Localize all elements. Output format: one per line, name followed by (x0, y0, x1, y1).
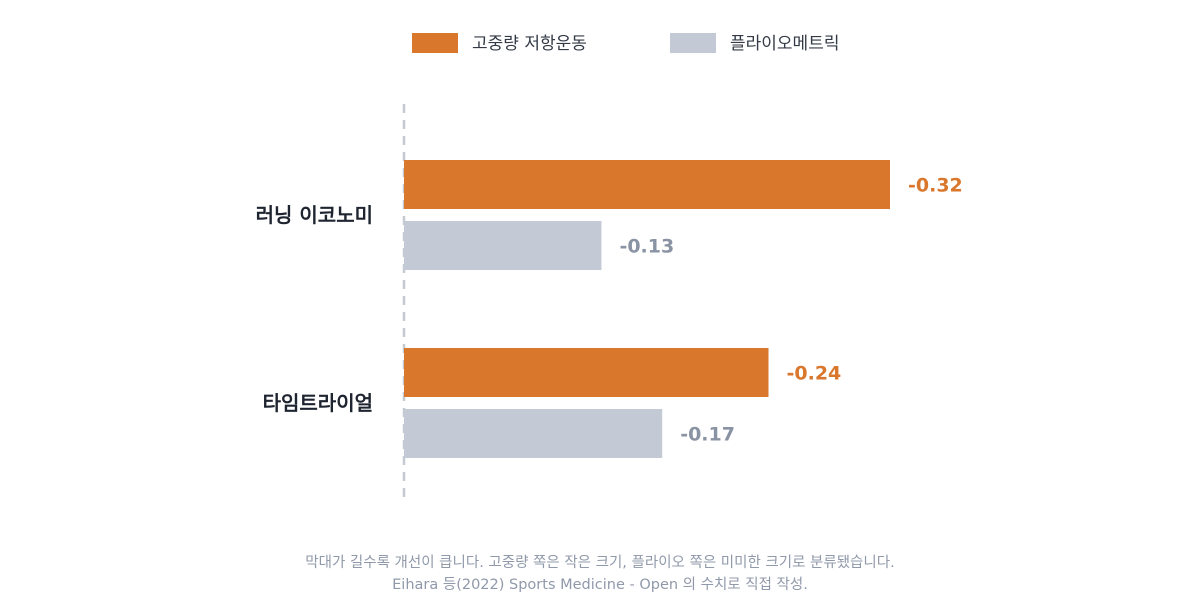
bar-running-economy-heavy-resistance (404, 160, 890, 209)
category-label-running-economy: 러닝 이코노미 (256, 203, 373, 227)
legend-swatch-plyometric (670, 33, 716, 53)
legend: 고중량 저항운동 플라이오메트릭 (412, 33, 839, 54)
value-label-time-trial-heavy-resistance: -0.24 (787, 363, 842, 385)
bar-running-economy-plyometric (404, 221, 602, 270)
value-label-running-economy-plyometric: -0.13 (619, 236, 674, 258)
value-label-running-economy-heavy-resistance: -0.32 (908, 175, 963, 197)
value-label-time-trial-plyometric: -0.17 (680, 424, 735, 446)
category-labels: 러닝 이코노미 타임트라이얼 (256, 203, 373, 415)
category-label-time-trial: 타임트라이얼 (263, 391, 373, 415)
bar-time-trial-plyometric (404, 409, 663, 458)
bar-chart: 고중량 저항운동 플라이오메트릭 러닝 이코노미 타임트라이얼 -0.32-0.… (256, 33, 963, 498)
legend-label-heavy-resistance: 고중량 저항운동 (472, 34, 587, 54)
legend-label-plyometric: 플라이오메트릭 (730, 34, 839, 54)
bars (404, 160, 890, 458)
value-labels: -0.32 -0.13 -0.24 -0.17 (619, 175, 962, 446)
bar-time-trial-heavy-resistance (404, 348, 769, 397)
footnote-line-2: Eihara 등(2022) Sports Medicine - Open 의 … (392, 577, 808, 593)
footnote-line-1: 막대가 길수록 개선이 큽니다. 고중량 쪽은 작은 크기, 플라이오 쪽은 미… (305, 555, 895, 571)
legend-swatch-heavy-resistance (412, 33, 458, 53)
